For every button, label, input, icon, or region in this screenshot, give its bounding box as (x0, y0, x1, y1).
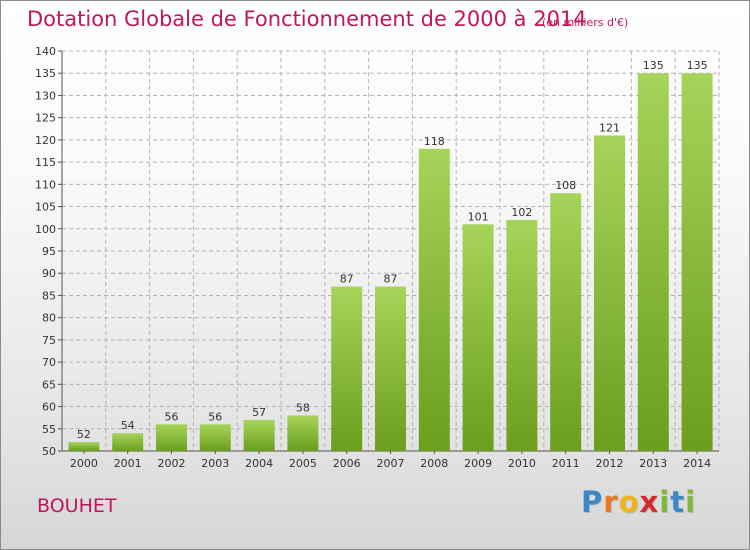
value-label: 101 (468, 210, 489, 223)
y-tick-label: 95 (42, 245, 56, 258)
y-tick-label: 85 (42, 289, 56, 302)
bar (637, 73, 669, 451)
bar (331, 286, 363, 451)
x-tick-label: 2006 (333, 457, 361, 470)
value-label: 87 (340, 273, 354, 286)
value-label: 102 (511, 206, 532, 219)
value-label: 135 (687, 59, 708, 72)
bar (550, 193, 582, 451)
y-tick-label: 110 (35, 178, 56, 191)
x-tick-label: 2003 (201, 457, 229, 470)
value-label: 58 (296, 401, 310, 414)
bar (462, 224, 494, 451)
y-tick-label: 55 (42, 423, 56, 436)
value-label: 56 (208, 410, 222, 423)
value-label: 108 (555, 179, 576, 192)
proxiti-logo: Proxiti (581, 485, 696, 519)
logo-letter: t (670, 485, 686, 519)
logo-letter: i (659, 485, 671, 519)
value-label: 135 (643, 59, 664, 72)
x-tick-label: 2004 (245, 457, 273, 470)
y-tick-label: 80 (42, 312, 56, 325)
x-tick-label: 2012 (596, 457, 624, 470)
y-tick-label: 130 (35, 89, 56, 102)
x-tick-label: 2008 (420, 457, 448, 470)
value-label: 87 (384, 273, 398, 286)
bar (681, 73, 713, 451)
y-tick-label: 70 (42, 356, 56, 369)
value-label: 56 (165, 410, 179, 423)
x-tick-label: 2000 (70, 457, 98, 470)
x-tick-label: 2001 (114, 457, 142, 470)
y-tick-label: 50 (42, 445, 56, 458)
y-tick-label: 115 (35, 156, 56, 169)
y-tick-label: 90 (42, 267, 56, 280)
value-label: 121 (599, 121, 620, 134)
bar (243, 419, 275, 451)
bar (287, 415, 319, 451)
x-tick-label: 2014 (683, 457, 711, 470)
bar (594, 135, 625, 451)
bar (156, 424, 187, 451)
y-tick-label: 120 (35, 134, 56, 147)
y-tick-label: 60 (42, 401, 56, 414)
logo-letter: x (639, 485, 660, 519)
logo-letter: r (603, 485, 619, 519)
x-tick-label: 2011 (552, 457, 580, 470)
value-label: 118 (424, 135, 445, 148)
value-label: 54 (121, 419, 135, 432)
x-tick-label: 2007 (377, 457, 405, 470)
x-tick-label: 2002 (158, 457, 186, 470)
y-tick-label: 135 (35, 67, 56, 80)
chart-title: Dotation Globale de Fonctionnement de 20… (27, 7, 587, 31)
value-label: 52 (77, 428, 91, 441)
value-label: 57 (252, 406, 266, 419)
bar (68, 442, 100, 451)
y-tick-label: 65 (42, 378, 56, 391)
x-tick-label: 2013 (639, 457, 667, 470)
data-labels: 52 54 56 56 57 58 87 87 118 101 102 108 121 135 135 (77, 59, 708, 441)
logo-letter: i (685, 485, 697, 519)
bar (375, 286, 406, 451)
y-tick-label: 125 (35, 112, 56, 125)
x-tick-label: 2005 (289, 457, 317, 470)
y-tick-label: 140 (35, 45, 56, 58)
bar (199, 424, 231, 451)
x-tick-label: 2009 (464, 457, 492, 470)
bars (68, 73, 713, 451)
y-tick-label: 100 (35, 223, 56, 236)
bar (506, 219, 538, 451)
logo-letter: P (581, 485, 604, 519)
bar (418, 148, 450, 451)
bar (112, 433, 144, 451)
commune-name: BOUHET (37, 495, 117, 517)
logo-letter: o (618, 485, 640, 519)
y-tick-label: 75 (42, 334, 56, 347)
chart-subtitle: (en milliers d'€) (542, 16, 629, 29)
y-tick-label: 105 (35, 201, 56, 214)
x-tick-label: 2010 (508, 457, 536, 470)
